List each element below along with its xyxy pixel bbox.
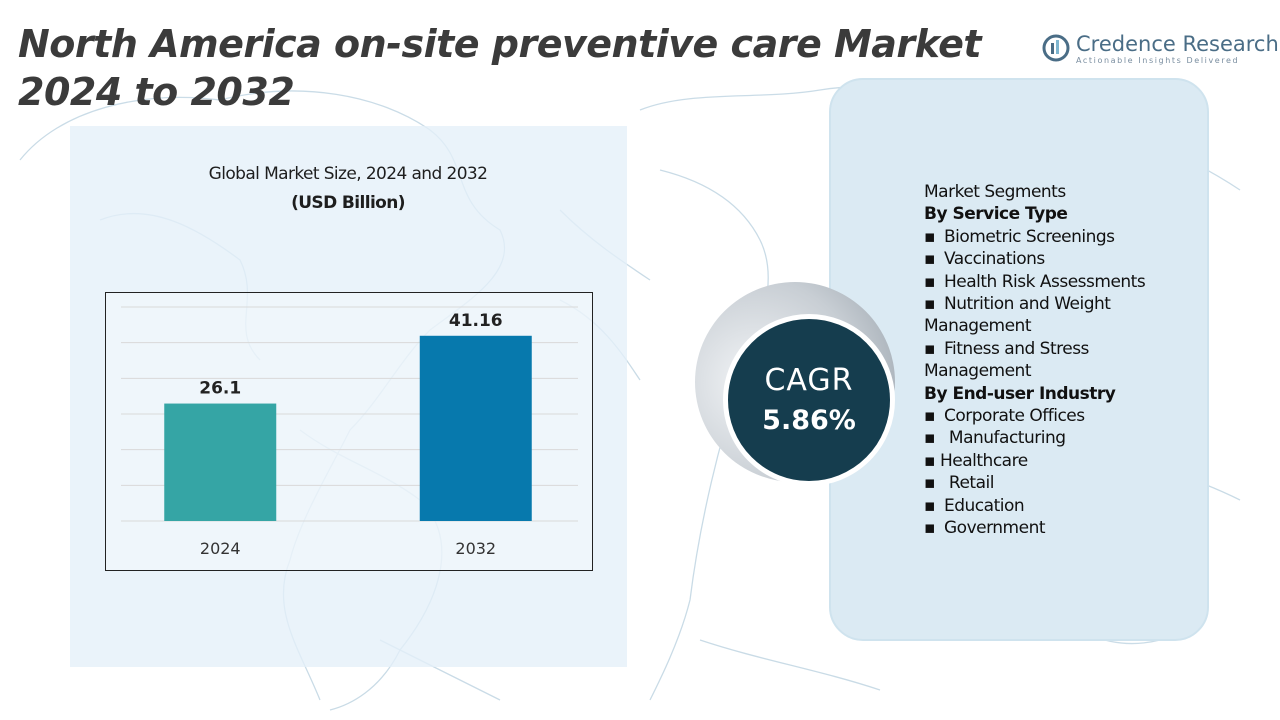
segment-label: Retail [948, 473, 995, 494]
segment-label: Education [944, 495, 1025, 516]
list-item: ▪ Retail [924, 472, 1214, 494]
list-item: ▪ Biometric Screenings [924, 226, 1214, 248]
logo-tagline: Actionable Insights Delivered [1076, 56, 1240, 65]
x-tick-label: 2032 [455, 539, 496, 558]
chart-subtitle: (USD Billion) [291, 193, 405, 213]
x-tick-label: 2024 [200, 539, 241, 558]
cagr-value: 5.86% [762, 405, 856, 436]
list-item: ▪ Education [924, 495, 1214, 517]
bullet-icon: ▪ [924, 406, 936, 427]
chart-title: Global Market Size, 2024 and 2032 [208, 164, 488, 184]
end-user-industry-heading: By End-user Industry [924, 383, 1116, 404]
page-title: North America on-site preventive care Ma… [18, 22, 982, 114]
segment-label: Fitness and Stress [944, 338, 1089, 359]
chart-panel [70, 126, 627, 667]
segment-label: Vaccinations [944, 249, 1045, 270]
bullet-icon: ▪ [924, 450, 936, 471]
bullet-icon: ▪ [924, 294, 936, 315]
chart-title-block: Global Market Size, 2024 and 2032 (USD B… [120, 160, 576, 218]
bullet-icon: ▪ [924, 495, 936, 516]
bullet-icon: ▪ [924, 338, 936, 359]
data-label: 41.16 [449, 311, 503, 331]
list-item: ▪ Government [924, 517, 1214, 539]
bullet-icon: ▪ [924, 518, 936, 539]
list-item: ▪ Nutrition and Weight [924, 293, 1214, 315]
market-segments: Market Segments By Service Type ▪ Biometr… [924, 181, 1214, 540]
list-item: ▪ Health Risk Assessments [924, 271, 1214, 293]
cagr-badge: CAGR 5.86% [723, 314, 895, 486]
bar-chart: 26.1 2024 41.16 2032 [105, 292, 593, 571]
list-item: ▪ Corporate Offices [924, 405, 1214, 427]
bar-2032 [419, 335, 532, 521]
segment-label: Government [944, 518, 1046, 539]
logo-mark-icon [1042, 34, 1070, 62]
segment-label: Healthcare [940, 450, 1028, 471]
credence-research-logo: Credence Research Actionable Insights De… [1042, 30, 1279, 70]
segments-heading: Market Segments [924, 182, 1066, 202]
bullet-icon: ▪ [924, 271, 936, 292]
service-type-heading: By Service Type [924, 204, 1068, 225]
bar-2024 [164, 403, 277, 521]
bullet-icon: ▪ [924, 249, 936, 270]
bullet-icon: ▪ [924, 473, 936, 494]
segment-label: Nutrition and Weight [944, 294, 1111, 315]
bullet-icon: ▪ [924, 226, 936, 247]
list-item: ▪ Healthcare [924, 450, 1214, 472]
segment-continuation: Management [924, 316, 1032, 337]
list-item: ▪ Manufacturing [924, 427, 1214, 449]
list-item: ▪ Fitness and Stress [924, 338, 1214, 360]
segment-label: Manufacturing [948, 428, 1066, 449]
list-item: ▪ Vaccinations [924, 248, 1214, 270]
bullet-icon: ▪ [924, 428, 936, 449]
logo-name: Credence Research [1076, 32, 1279, 56]
bar-chart-svg: 26.1 2024 41.16 2032 [121, 306, 578, 558]
segment-continuation: Management [924, 361, 1032, 382]
data-label: 26.1 [199, 379, 241, 399]
segment-label: Biometric Screenings [944, 226, 1115, 247]
segment-label: Health Risk Assessments [944, 271, 1146, 292]
cagr-label: CAGR [764, 363, 854, 398]
segment-label: Corporate Offices [944, 406, 1085, 427]
